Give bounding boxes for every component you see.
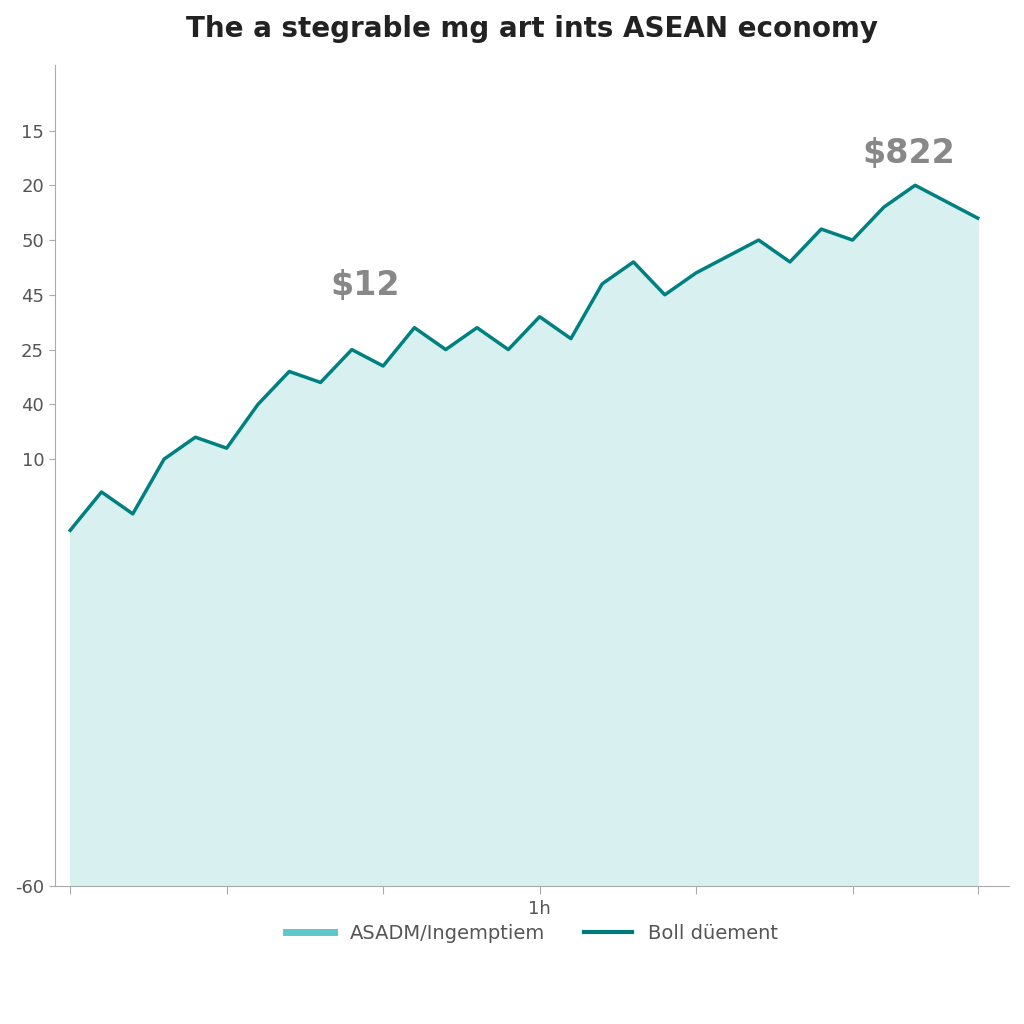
- Legend: ASADM/Ingemptiem, Boll düement: ASADM/Ingemptiem, Boll düement: [278, 916, 785, 950]
- Text: $12: $12: [330, 269, 399, 302]
- Title: The a stegrable mg art ints ASEAN economy: The a stegrable mg art ints ASEAN econom…: [185, 15, 878, 43]
- Text: $822: $822: [862, 137, 954, 170]
